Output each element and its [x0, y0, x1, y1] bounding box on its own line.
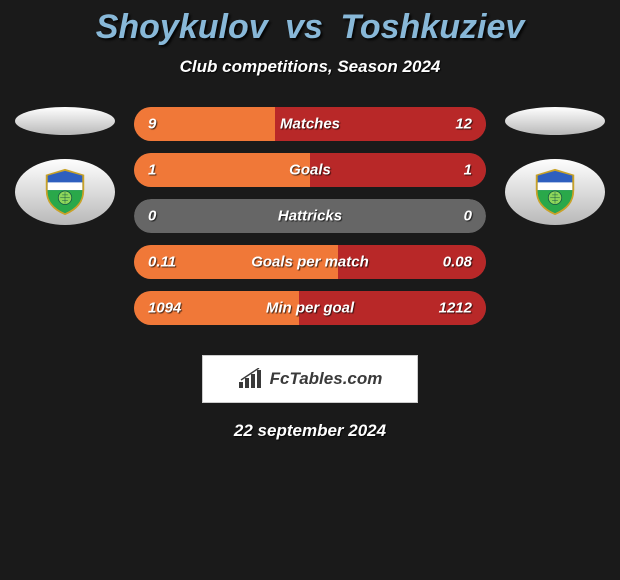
title-player2: Toshkuziev [340, 8, 524, 46]
stat-value-right: 0.08 [443, 254, 472, 271]
stat-value-left: 9 [148, 116, 156, 133]
player1-avatar-placeholder [15, 107, 115, 135]
left-side [10, 107, 120, 225]
stat-value-left: 0.11 [148, 254, 176, 271]
fctables-badge: FcTables.com [202, 355, 418, 403]
right-side [500, 107, 610, 225]
stat-value-right: 1212 [439, 300, 472, 317]
stat-label: Goals [289, 162, 331, 179]
stat-row: 9 12 Matches [134, 107, 486, 141]
player2-avatar-placeholder [505, 107, 605, 135]
stats-panel: 9 12 Matches 1 1 Goals 0 0 Hattricks 0.11 0.08 Goal… [120, 107, 500, 337]
stat-label: Matches [280, 116, 340, 133]
title-vs: vs [285, 8, 323, 46]
stat-bar-right [310, 153, 486, 187]
player2-club-badge [505, 159, 605, 225]
player1-club-badge [15, 159, 115, 225]
subtitle: Club competitions, Season 2024 [0, 57, 620, 77]
stat-label: Goals per match [251, 254, 369, 271]
stat-row: 0 0 Hattricks [134, 199, 486, 233]
date-label: 22 september 2024 [0, 421, 620, 441]
shield-icon [41, 167, 89, 217]
bar-chart-icon [238, 368, 264, 390]
stat-row: 1 1 Goals [134, 153, 486, 187]
stat-value-right: 0 [464, 208, 472, 225]
stat-value-left: 0 [148, 208, 156, 225]
stat-value-right: 1 [464, 162, 472, 179]
stat-value-right: 12 [455, 116, 472, 133]
page-title: Shoykulov vs Toshkuziev [0, 0, 620, 47]
stat-value-left: 1 [148, 162, 156, 179]
stat-label: Min per goal [266, 300, 354, 317]
stat-bar-left [134, 153, 310, 187]
fctables-label: FcTables.com [270, 369, 383, 389]
title-player1: Shoykulov [96, 8, 268, 46]
stat-label: Hattricks [278, 208, 342, 225]
stat-value-left: 1094 [148, 300, 181, 317]
shield-icon [531, 167, 579, 217]
stat-row: 0.11 0.08 Goals per match [134, 245, 486, 279]
stat-row: 1094 1212 Min per goal [134, 291, 486, 325]
